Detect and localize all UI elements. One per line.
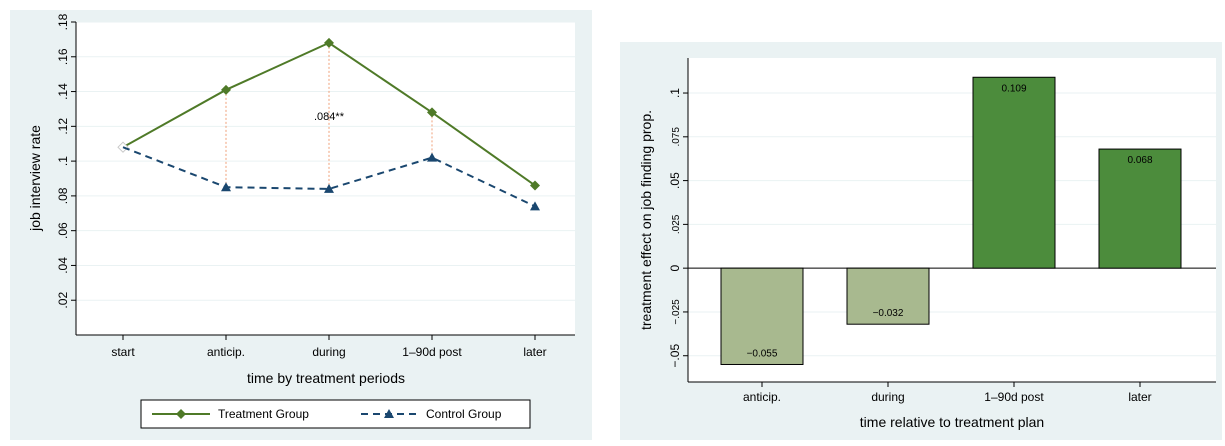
bar-chart-x-tick-label: during xyxy=(871,390,904,404)
line-chart-x-tick-label: later xyxy=(523,345,546,359)
line-chart-gridlines xyxy=(76,21,575,301)
line-chart-x-ticks: start anticip. during 1–90d post later xyxy=(111,335,547,359)
bar-chart-panel: −0.055 −0.032 0.109 0.068 −.05 −.025 0 .025 .05… xyxy=(620,42,1222,440)
line-chart-y-tick-label: .02 xyxy=(56,292,70,309)
line-chart-x-title: time by treatment periods xyxy=(247,370,405,386)
bar xyxy=(846,267,930,325)
bar-chart-y-tick-label: 0 xyxy=(668,265,682,272)
control-point xyxy=(427,152,437,162)
treatment-point xyxy=(530,180,540,191)
difference-annotation: .084** xyxy=(314,111,345,123)
bar-chart-y-tick-label: −.025 xyxy=(671,299,682,325)
bar xyxy=(1098,148,1182,269)
bar-chart-y-tick-label: .1 xyxy=(668,88,682,98)
line-chart-panel: .02 .04 .06 .08 .1 .12 .14 .16 .18 start anticip.… xyxy=(10,10,592,440)
legend-treatment-label: Treatment Group xyxy=(218,407,309,421)
line-chart-y-ticks: .02 .04 .06 .08 .1 .12 .14 .16 .18 xyxy=(56,13,76,309)
line-chart-series xyxy=(117,37,540,211)
legend-control-label: Control Group xyxy=(426,407,502,421)
bar-chart-x-title: time relative to treatment plan xyxy=(860,414,1044,430)
bar-chart-y-tick-label: .025 xyxy=(671,214,682,234)
line-chart-y-tick-label: .04 xyxy=(56,257,70,274)
line-chart-x-tick-label: 1–90d post xyxy=(402,345,462,359)
bar xyxy=(972,76,1056,269)
bar-chart-x-tick-label: anticip. xyxy=(743,390,781,404)
bar-chart-y-ticks: −.05 −.025 0 .025 .05 .075 .1 xyxy=(668,88,688,368)
treatment-point xyxy=(221,84,231,95)
bar-chart-y-tick-label: .075 xyxy=(671,127,682,147)
bar-chart-y-title: treatment effect on job finding prop. xyxy=(638,110,654,330)
line-chart-y-tick-label: .08 xyxy=(56,187,70,204)
line-chart-x-tick-label: start xyxy=(111,345,135,359)
legend-treatment-marker xyxy=(176,409,186,419)
bar-data-label: 0.068 xyxy=(1127,155,1152,166)
legend: Treatment Group Control Group xyxy=(140,399,531,429)
bar-chart-y-tick-label: .05 xyxy=(668,172,682,189)
line-chart-y-tick-label: .06 xyxy=(56,222,70,239)
bar-data-label: 0.109 xyxy=(1001,83,1026,94)
control-point xyxy=(221,182,231,192)
control-line xyxy=(122,146,536,208)
treatment-point xyxy=(324,37,334,48)
line-chart-y-tick-label: .16 xyxy=(56,48,70,65)
legend-box xyxy=(140,399,531,429)
control-point xyxy=(324,183,334,193)
line-chart-y-title: job interview rate xyxy=(27,125,43,232)
line-chart-plot-area xyxy=(76,22,575,335)
difference-connectors xyxy=(225,42,433,189)
bar xyxy=(720,267,804,365)
bar-chart-bars: −0.055 −0.032 0.109 0.068 xyxy=(720,76,1182,365)
line-chart-y-tick-label: .12 xyxy=(56,118,70,135)
line-chart-y-tick-label: .18 xyxy=(56,13,70,30)
legend-control-marker xyxy=(384,409,394,418)
line-chart-y-tick-label: .1 xyxy=(56,156,70,166)
treatment-point xyxy=(427,107,437,118)
bar-chart-x-tick-label: 1–90d post xyxy=(984,390,1044,404)
line-chart-y-tick-label: .14 xyxy=(56,83,70,100)
line-chart-x-tick-label: during xyxy=(312,345,345,359)
bar-data-label: −0.055 xyxy=(747,348,778,359)
line-chart-x-tick-label: anticip. xyxy=(207,345,245,359)
control-point xyxy=(530,201,540,211)
bar-chart-x-tick-label: later xyxy=(1128,390,1151,404)
bar-chart-y-tick-label: −.05 xyxy=(668,344,682,368)
bar-data-label: −0.032 xyxy=(873,308,904,319)
bar-chart-x-ticks: anticip. during 1–90d post later xyxy=(743,382,1152,404)
